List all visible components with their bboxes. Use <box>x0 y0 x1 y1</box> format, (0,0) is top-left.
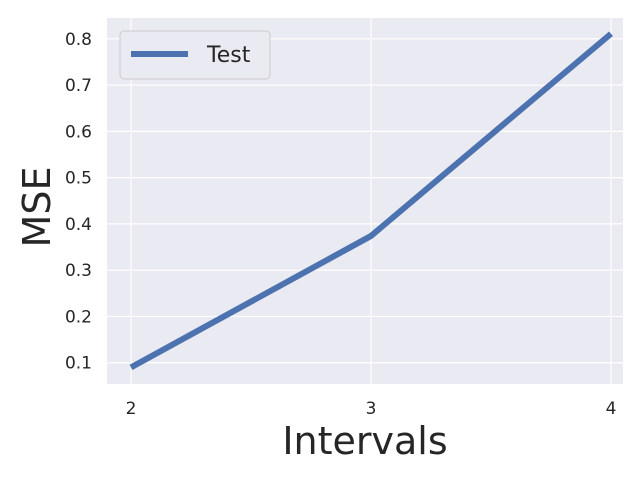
series-line-test <box>129 31 613 370</box>
y-tick-label: 0.1 <box>65 354 92 374</box>
x-tick-labels: 2 3 4 <box>126 399 617 419</box>
legend-label-test: Test <box>206 43 251 68</box>
legend-box <box>119 30 271 80</box>
y-axis-label: MSE <box>15 167 59 248</box>
x-tick-label: 4 <box>606 399 617 419</box>
y-tick-label: 0.8 <box>65 30 92 50</box>
y-tick-label: 0.6 <box>65 122 92 142</box>
y-tick-label: 0.7 <box>65 76 92 96</box>
y-tick-label: 0.4 <box>65 215 92 235</box>
x-tick-label: 2 <box>126 399 137 419</box>
x-tick-label: 3 <box>366 399 377 419</box>
legend: Test <box>119 30 271 80</box>
y-tick-label: 0.3 <box>65 261 92 281</box>
y-tick-label: 0.5 <box>65 169 92 189</box>
y-tick-labels: 0.1 0.2 0.3 0.4 0.5 0.6 0.7 0.8 <box>65 30 92 374</box>
x-axis-label: Intervals <box>282 419 447 463</box>
series-layer <box>129 31 613 370</box>
y-tick-label: 0.2 <box>65 307 92 327</box>
